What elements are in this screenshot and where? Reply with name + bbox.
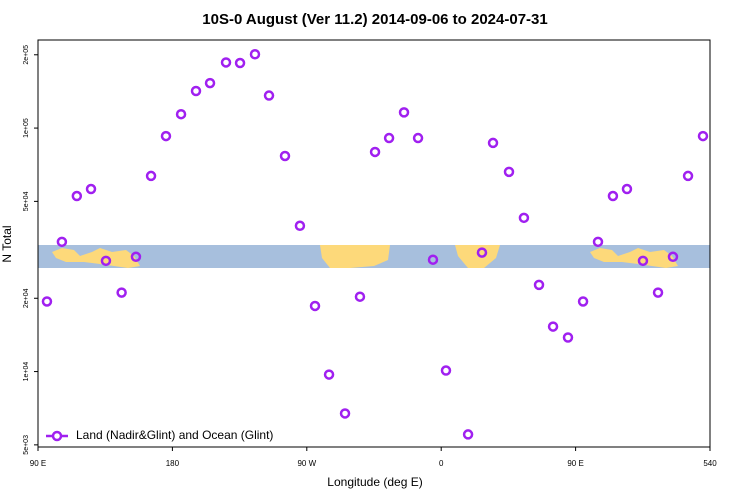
point (667, 251, 679, 263)
legend-label: Land (Nadir&Glint) and Ocean (Glint) (76, 428, 273, 442)
x-tick-label: 90 W (297, 459, 316, 468)
point (130, 251, 142, 263)
point (56, 236, 68, 248)
point (398, 107, 410, 118)
point (440, 365, 452, 376)
point (85, 183, 97, 195)
point (533, 279, 545, 291)
point (354, 291, 366, 302)
map-band (38, 245, 710, 268)
point (682, 170, 694, 182)
point (518, 212, 530, 224)
point (279, 150, 291, 162)
point (476, 247, 488, 258)
point (190, 85, 202, 97)
point (412, 132, 424, 144)
plot-frame (37, 39, 711, 448)
point (339, 408, 351, 419)
x-tick-label: 180 (166, 459, 180, 468)
point (71, 190, 83, 202)
y-tick-label: 1e+04 (23, 362, 30, 382)
land (590, 248, 678, 268)
point (503, 166, 515, 178)
point (383, 132, 395, 144)
point (100, 255, 112, 267)
y-tick-label: 5e+03 (23, 435, 30, 455)
point (427, 254, 439, 265)
point (145, 170, 157, 182)
point (220, 57, 232, 68)
y-tick-label: 2e+04 (23, 288, 30, 308)
point (263, 90, 275, 101)
x-axis-label: Longitude (deg E) (327, 475, 422, 489)
point (294, 220, 306, 232)
point (323, 369, 335, 380)
point (697, 130, 709, 142)
point (175, 108, 187, 120)
y-tick-label: 5e+04 (23, 191, 30, 211)
point (462, 429, 474, 440)
x-tick-label: 540 (703, 459, 717, 468)
land (52, 248, 140, 268)
y-tick-label: 1e+05 (23, 118, 30, 138)
land (320, 245, 390, 268)
point (562, 332, 574, 343)
point (652, 287, 664, 298)
point (41, 296, 53, 307)
point (160, 130, 172, 142)
y-axis-label: N Total (0, 225, 14, 262)
point (547, 321, 559, 332)
point (369, 146, 381, 158)
point (116, 287, 127, 298)
point (607, 190, 619, 202)
point (577, 296, 589, 307)
point (487, 137, 499, 149)
point (249, 49, 261, 60)
y-tick-label: 2e+05 (23, 45, 30, 65)
legend-marker (51, 430, 63, 442)
x-tick-label: 0 (439, 459, 444, 468)
x-tick-label: 90 E (567, 459, 583, 468)
x-tick-label: 90 E (30, 459, 46, 468)
point (204, 77, 216, 89)
point (637, 255, 649, 267)
point (592, 236, 604, 248)
land (455, 245, 500, 268)
chart-title: 10S-0 August (Ver 11.2) 2014-09-06 to 20… (202, 11, 547, 28)
point (621, 183, 633, 195)
point (309, 300, 321, 312)
point (234, 57, 246, 69)
